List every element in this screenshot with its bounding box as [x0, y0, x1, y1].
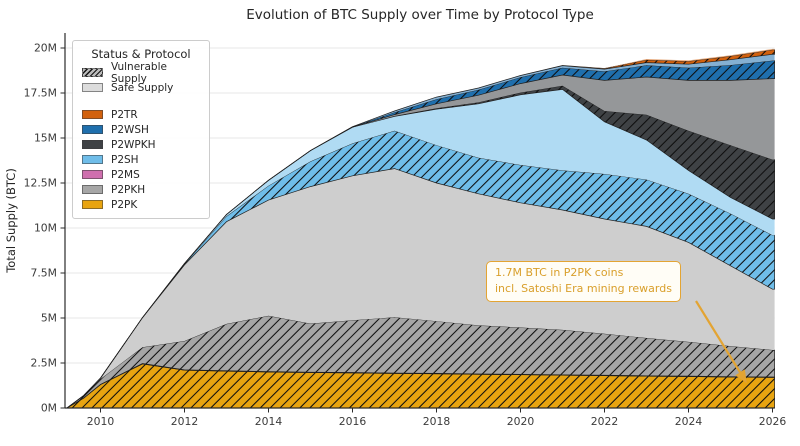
legend-item-safe-supply-swatch [82, 83, 103, 92]
legend-item-p2ms: P2MS [82, 167, 200, 182]
x-tick-label: 2026 [759, 415, 787, 428]
legend-item-vulnerable-supply: Vulnerable Supply [82, 61, 200, 85]
legend-item-p2tr: P2TR [82, 107, 200, 122]
x-tick-label: 2010 [87, 415, 115, 428]
annotation-line-2: incl. Satoshi Era mining rewards [495, 281, 672, 295]
stacked-areas [65, 48, 775, 409]
annotation-arrow [695, 300, 747, 384]
annotation-callout: 1.7M BTC in P2PK coins incl. Satoshi Era… [486, 261, 681, 302]
y-tick-label: 20M [34, 42, 57, 55]
legend-item-p2wsh-swatch [82, 125, 103, 134]
legend-item-p2pkh-label: P2PKH [111, 183, 146, 196]
legend-item-p2pk-label: P2PK [111, 198, 138, 211]
x-tick-label: 2012 [171, 415, 198, 428]
y-axis-label: Total Supply (BTC) [4, 168, 18, 274]
legend-item-p2pkh-swatch [82, 185, 103, 194]
legend-item-vulnerable-supply-swatch [82, 68, 103, 77]
legend-item-vulnerable-supply-label: Vulnerable Supply [111, 60, 167, 85]
x-tick-label: 2020 [507, 415, 535, 428]
legend-item-p2wsh: P2WSH [82, 122, 200, 137]
area-p2sh-safe [66, 89, 775, 409]
y-tick-label: 0M [41, 402, 57, 415]
legend-spacer [82, 95, 200, 107]
y-tick-label: 2.5M [31, 357, 58, 370]
legend-item-p2tr-swatch [82, 110, 103, 119]
area-p2wpkh-safe [66, 75, 775, 408]
legend-item-p2wpkh-swatch [82, 140, 103, 149]
x-tick-label: 2016 [339, 415, 367, 428]
y-tick-label: 15M [34, 132, 57, 145]
y-tick-label: 12.5M [24, 177, 57, 190]
y-tick-label: 7.5M [31, 267, 58, 280]
legend-item-p2tr-label: P2TR [111, 108, 138, 121]
axes: 0M 2.5M 5M 7.5M 10M 12.5M 15M 17.5M 20M 2010 2012 2… [4, 33, 786, 428]
legend-item-p2wpkh-label: P2WPKH [111, 138, 156, 151]
legend-item-safe-supply-label: Safe Supply [111, 81, 174, 94]
chart-title: Evolution of BTC Supply over Time by Pro… [246, 7, 594, 23]
legend-item-p2pkh: P2PKH [82, 182, 200, 197]
legend-item-p2pk-swatch [82, 200, 103, 209]
legend: Status & Protocol Vulnerable Supply Safe S… [72, 40, 210, 219]
legend-item-p2ms-label: P2MS [111, 168, 140, 181]
legend-item-p2sh-swatch [82, 155, 103, 164]
x-tick-label: 2024 [675, 415, 703, 428]
legend-item-p2wsh-label: P2WSH [111, 123, 149, 136]
area-p2pkh-vulnerable-hatch [66, 315, 775, 408]
y-tick-label: 10M [34, 222, 57, 235]
legend-item-safe-supply: Safe Supply [82, 80, 200, 95]
legend-item-p2sh: P2SH [82, 152, 200, 167]
annotation-line-1: 1.7M BTC in P2PK coins [495, 266, 624, 279]
x-tick-label: 2022 [591, 415, 618, 428]
y-tick-label: 17.5M [24, 87, 57, 100]
area-p2sh-vulnerable-hatch [66, 130, 775, 409]
legend-item-p2pk: P2PK [82, 197, 200, 212]
legend-item-p2ms-swatch [82, 170, 103, 179]
area-p2pk-vulnerable-hatch [66, 363, 775, 408]
x-tick-label: 2014 [255, 415, 283, 428]
legend-item-p2wpkh: P2WPKH [82, 137, 200, 152]
legend-title: Status & Protocol [91, 47, 191, 61]
x-tick-label: 2018 [423, 415, 451, 428]
area-p2pkh-safe [66, 168, 775, 408]
legend-item-p2sh-label: P2SH [111, 153, 139, 166]
y-tick-label: 5M [41, 312, 57, 325]
